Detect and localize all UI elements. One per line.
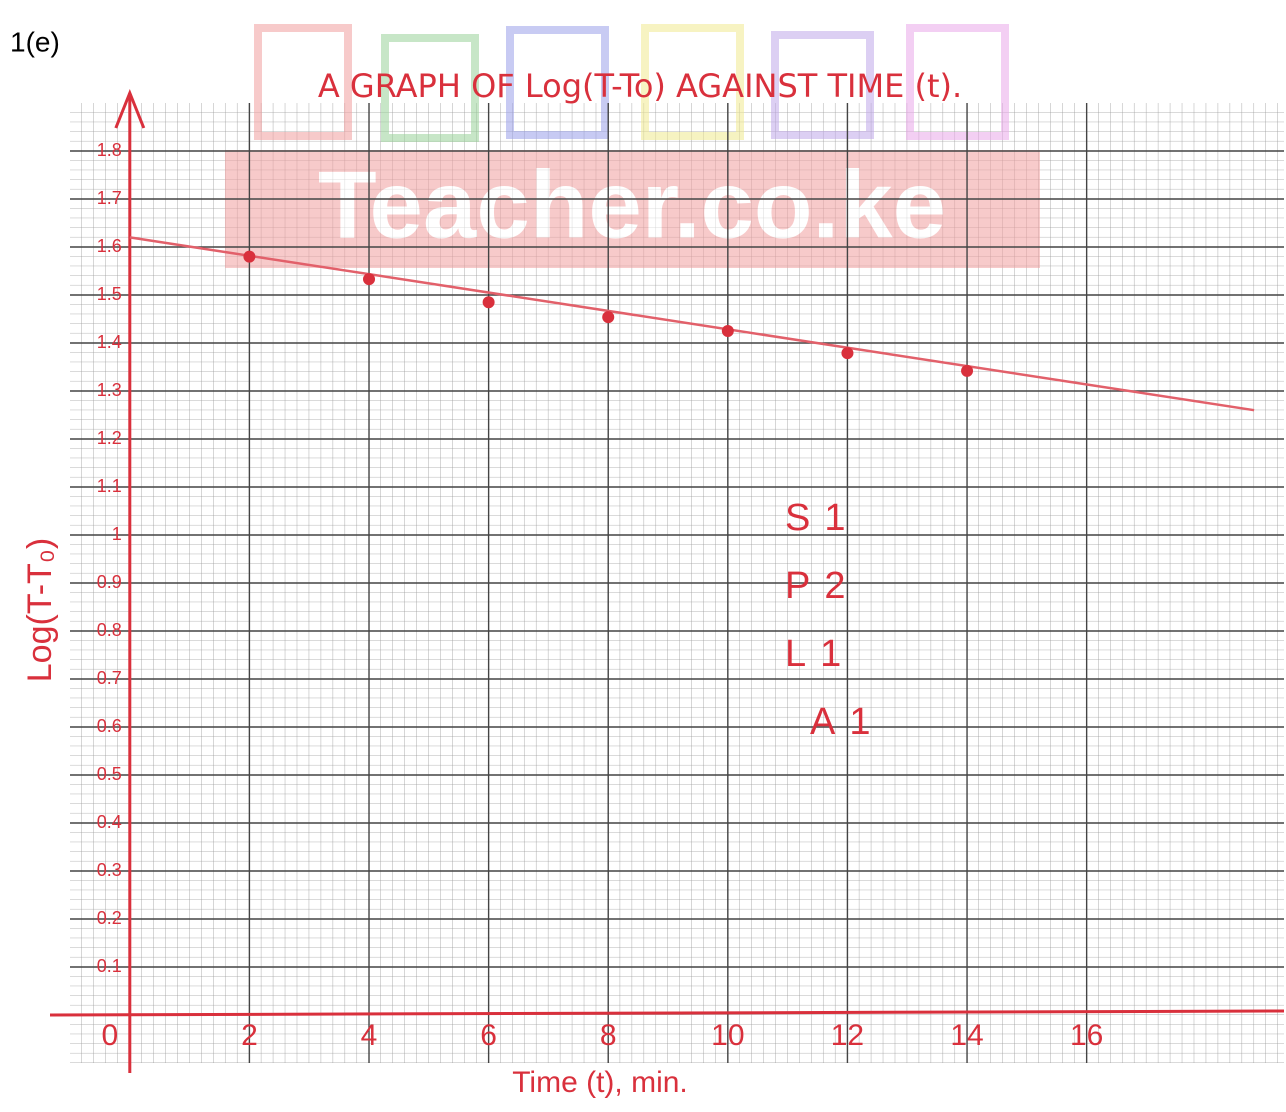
y-tick-label: 1.7 bbox=[97, 188, 122, 208]
chart: Teacher.co.ke 1(e) A GRAPH OF Log(T-To) … bbox=[0, 0, 1286, 1112]
x-tick-label: 8 bbox=[600, 1019, 617, 1052]
y-tick-label: 1 bbox=[112, 524, 122, 544]
x-tick-label: 2 bbox=[241, 1019, 258, 1052]
y-tick-label: 0.6 bbox=[97, 716, 122, 736]
x-tick-label: 16 bbox=[1070, 1019, 1103, 1052]
y-tick-label: 1.5 bbox=[97, 284, 122, 304]
y-tick-label: 0.7 bbox=[97, 668, 122, 688]
data-point bbox=[243, 251, 255, 263]
chart-title: A GRAPH OF Log(T-To) AGAINST TIME (t). bbox=[318, 67, 962, 105]
y-tick-label: 1.4 bbox=[97, 332, 122, 352]
y-tick-label: 1.1 bbox=[97, 476, 122, 496]
y-tick-label: 0.2 bbox=[97, 908, 122, 928]
marking-annotation: S1 bbox=[785, 497, 859, 539]
data-point bbox=[961, 365, 973, 377]
y-tick-label: 0.3 bbox=[97, 860, 122, 880]
y-tick-label: 0.9 bbox=[97, 572, 122, 592]
marking-annotation: L1 bbox=[785, 633, 855, 675]
x-tick-label: 0 bbox=[101, 1019, 118, 1052]
y-tick-label: 1.3 bbox=[97, 380, 122, 400]
data-point bbox=[363, 273, 375, 285]
data-point bbox=[602, 311, 614, 323]
x-tick-label: 14 bbox=[950, 1019, 983, 1052]
y-tick-label: 0.5 bbox=[97, 764, 122, 784]
x-tick-label: 10 bbox=[711, 1019, 744, 1052]
marking-annotation: A1 bbox=[810, 701, 884, 743]
marking-annotation: P2 bbox=[785, 565, 859, 607]
x-tick-label: 4 bbox=[361, 1019, 378, 1052]
watermark-text: Teacher.co.ke bbox=[318, 151, 946, 258]
y-tick-label: 0.8 bbox=[97, 620, 122, 640]
y-axis-label: Log(T-T₀) bbox=[21, 538, 59, 682]
y-tick-label: 0.1 bbox=[97, 956, 122, 976]
y-tick-label: 1.2 bbox=[97, 428, 122, 448]
y-tick-label: 1.8 bbox=[97, 140, 122, 160]
question-label: 1(e) bbox=[10, 26, 60, 57]
x-tick-label: 6 bbox=[480, 1019, 497, 1052]
data-point bbox=[841, 347, 853, 359]
y-tick-label: 0.4 bbox=[97, 812, 122, 832]
x-tick-label: 12 bbox=[831, 1019, 864, 1052]
x-axis-label: Time (t), min. bbox=[512, 1066, 688, 1099]
data-point bbox=[722, 325, 734, 337]
y-tick-label: 1.6 bbox=[97, 236, 122, 256]
data-point bbox=[483, 296, 495, 308]
